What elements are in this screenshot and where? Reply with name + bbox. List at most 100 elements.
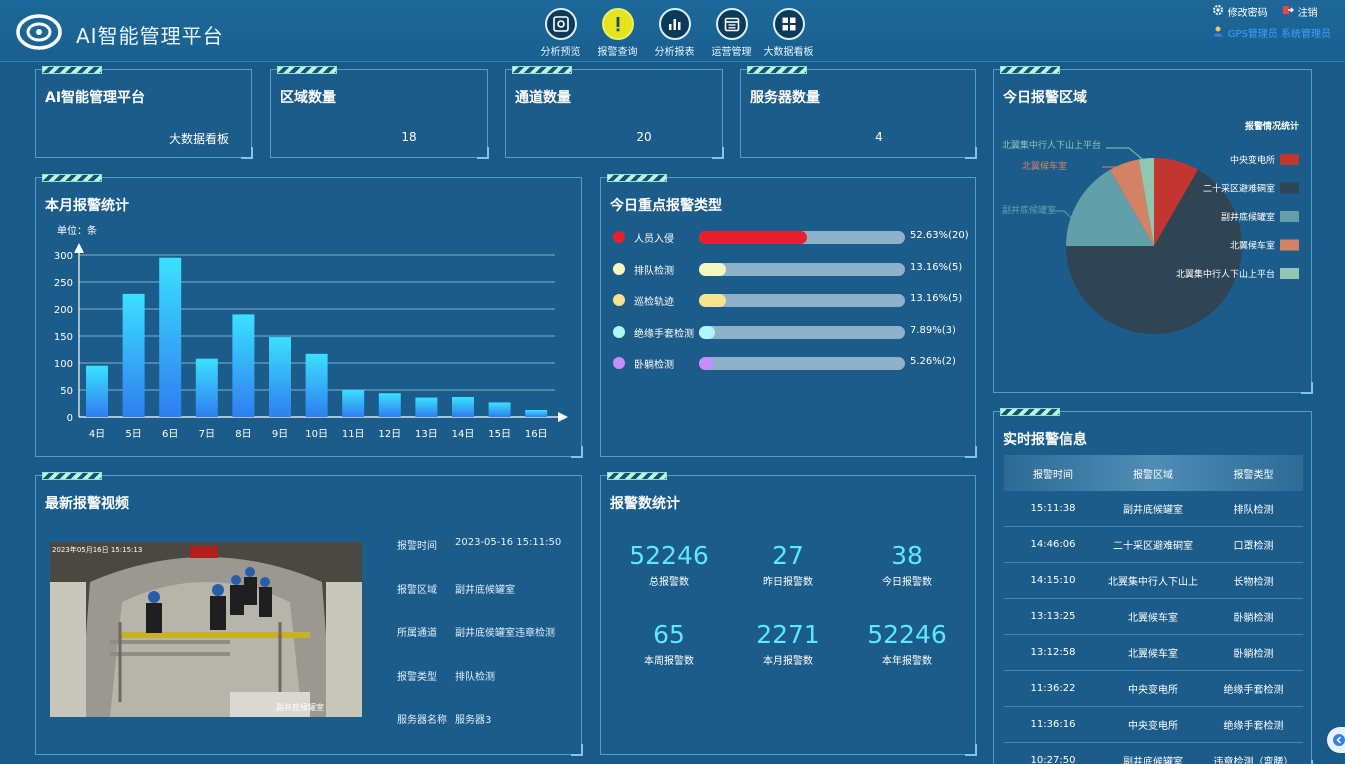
stat-number: 27 <box>772 541 804 570</box>
progress-fill <box>699 357 713 370</box>
x-tick-label: 9日 <box>272 429 288 440</box>
x-tick-label: 6日 <box>162 429 178 440</box>
big-data-board-link[interactable]: 大数据看板 <box>168 132 229 146</box>
info-value: 副井底候罐室 <box>455 584 515 596</box>
table-row[interactable]: 11:36:16 中央变电所 绝缘手套检测 <box>1004 707 1303 743</box>
cell-time: 13:12:58 <box>1030 647 1076 658</box>
panel-title: 报警数统计 <box>610 496 680 512</box>
table-row[interactable]: 15:11:38 副井底候罐室 排队检测 <box>1004 491 1303 527</box>
column-header-region: 报警区域 <box>1133 469 1173 481</box>
pie-legend-label: 副井底候罐室 <box>1221 211 1275 223</box>
pie-slice-3[interactable] <box>1110 159 1154 246</box>
cell-type: 绝缘手套检测 <box>1223 721 1284 732</box>
cell-region: 二十采区避难硐室 <box>1113 541 1193 552</box>
card-title: AI智能管理平台 <box>45 90 146 106</box>
key-alarm-type-row: 人员入侵 52.63%(20) <box>613 229 973 245</box>
cell-region: 北翼集中行人下山上 <box>1108 577 1198 588</box>
bar-7日[interactable] <box>195 358 218 417</box>
bar-6日[interactable] <box>159 257 182 417</box>
nav-big-data-board[interactable]: 大数据看板 <box>760 8 817 58</box>
bar-14日[interactable] <box>452 397 474 417</box>
pie-legend-label: 北翼集中行人下山上平台 <box>1176 268 1275 280</box>
pie-legend-swatch[interactable] <box>1280 239 1299 251</box>
chevron-left-icon <box>1333 731 1345 750</box>
progress-fill <box>699 262 727 276</box>
cell-time: 14:46:06 <box>1030 539 1076 550</box>
y-tick-label: 0 <box>67 413 73 424</box>
progress-track <box>699 294 905 307</box>
user-menu[interactable]: GPS管理员 系统管理员 <box>1212 25 1331 40</box>
stat-label: 昨日报警数 <box>763 577 813 588</box>
change-password-label: 修改密码 <box>1227 7 1268 19</box>
pie-legend-swatch[interactable] <box>1280 211 1299 222</box>
side-collapse-button[interactable] <box>1327 727 1345 753</box>
type-color-dot <box>613 231 625 243</box>
alarm-video-player[interactable]: 2023年05月16日 15:15:13 副井底候罐室 <box>50 542 362 717</box>
pie-slice-0[interactable] <box>1154 158 1198 246</box>
pie-legend-swatch[interactable] <box>1280 154 1299 165</box>
video-frame-illustration <box>50 542 362 717</box>
cell-region: 北翼候车室 <box>1128 649 1178 660</box>
key-alarm-type-row: 巡检轨迹 13.16%(5) <box>613 292 973 308</box>
table-row[interactable]: 13:13:25 北翼候车室 卧躺检测 <box>1004 599 1303 635</box>
x-tick-label: 13日 <box>415 429 438 440</box>
cell-region: 北翼候车室 <box>1128 613 1178 624</box>
progress-track <box>699 231 905 244</box>
info-key: 报警类型 <box>397 671 437 683</box>
x-tick-label: 12日 <box>378 429 401 440</box>
alarm-info-row: 服务器名称 服务器3 <box>397 711 561 755</box>
bar-16日[interactable] <box>525 409 548 417</box>
pie-slice-2[interactable] <box>1066 169 1154 246</box>
bar-4日[interactable] <box>86 365 108 417</box>
pie-legend-swatch[interactable] <box>1280 182 1299 194</box>
panel-title: 最新报警视频 <box>45 496 129 512</box>
table-row[interactable]: 13:12:58 北翼候车室 卧躺检测 <box>1004 635 1303 671</box>
app-title: AI智能管理平台 <box>76 24 224 48</box>
user-icon <box>1212 25 1224 40</box>
y-axis-arrow <box>74 243 84 253</box>
panel-title: 今日重点报警类型 <box>610 198 722 214</box>
table-row[interactable]: 14:46:06 二十采区避难硐室 口罩检测 <box>1004 527 1303 563</box>
video-channel-overlay: 副井底候罐室 <box>276 703 324 712</box>
cell-type: 违章检测（弯腰） <box>1213 757 1294 764</box>
bar-9日[interactable] <box>269 337 291 417</box>
bar-5日[interactable] <box>122 293 145 417</box>
column-header-type: 报警类型 <box>1233 469 1274 481</box>
nav-analysis-preview[interactable]: 分析预览 <box>532 8 589 58</box>
table-row[interactable]: 14:15:10 北翼集中行人下山上 长物检测 <box>1004 563 1303 599</box>
progress-track <box>699 262 905 276</box>
bar-12日[interactable] <box>378 393 401 417</box>
card-channel-count: 通道数量 20 <box>505 66 724 159</box>
key-alarm-types-panel: 今日重点报警类型 人员入侵 52.63%(20) 排队检测 13.16%(5) 巡检轨迹… <box>600 174 977 458</box>
alarm-info-row: 所属通道 副井底侯罐室违章检测 <box>397 624 561 668</box>
type-percent: 13.16%(5) <box>910 261 963 273</box>
pie-label-leader <box>1102 166 1125 176</box>
y-tick-label: 300 <box>54 251 73 262</box>
bar-8日[interactable] <box>232 314 255 417</box>
pie-legend-label: 中央变电所 <box>1230 154 1275 166</box>
nav-alarm-query[interactable]: 报警查询 <box>589 8 646 58</box>
bar-13日[interactable] <box>415 397 438 417</box>
bar-15日[interactable] <box>488 402 511 417</box>
week-alarm-stat: 65 本周报警数 <box>609 620 729 667</box>
pie-slice-4[interactable] <box>1138 158 1154 246</box>
month-alarm-stat: 2271 本月报警数 <box>728 620 848 667</box>
logout-button[interactable]: 注销 <box>1282 4 1318 19</box>
cell-type: 卧躺检测 <box>1233 649 1274 660</box>
change-password-button[interactable]: 修改密码 <box>1212 4 1268 19</box>
nav-operation-management[interactable]: 运营管理 <box>703 8 760 58</box>
table-row[interactable]: 11:36:22 中央变电所 绝缘手套检测 <box>1004 671 1303 707</box>
region-count-value: 18 <box>401 130 417 144</box>
cell-region: 副井底候罐室 <box>1123 505 1183 516</box>
bar-10日[interactable] <box>305 353 328 417</box>
pie-legend-swatch[interactable] <box>1280 268 1299 279</box>
panel-title: 本月报警统计 <box>45 198 129 214</box>
card-title: 区域数量 <box>280 90 336 106</box>
y-tick-label: 100 <box>54 359 73 370</box>
server-count-value: 4 <box>875 130 883 144</box>
bar-11日[interactable] <box>342 390 365 417</box>
pie-slice-1[interactable] <box>1066 169 1242 334</box>
info-value: 排队检测 <box>455 671 495 683</box>
nav-analysis-report[interactable]: 分析报表 <box>646 8 703 58</box>
table-row[interactable]: 10:27:50 副井底候罐室 违章检测（弯腰） <box>1004 743 1303 764</box>
